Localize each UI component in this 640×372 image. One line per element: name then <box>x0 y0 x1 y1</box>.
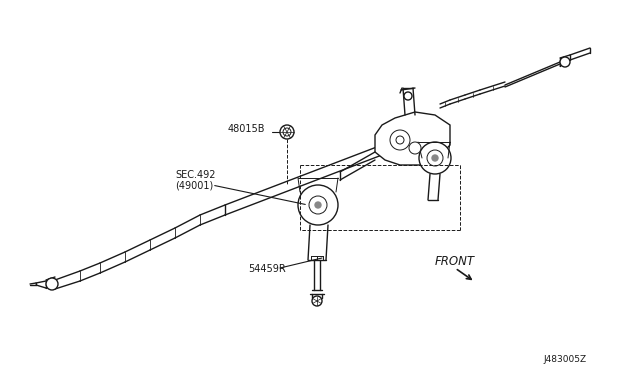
Circle shape <box>390 130 410 150</box>
Circle shape <box>404 92 412 100</box>
Text: SEC.492: SEC.492 <box>175 170 216 180</box>
Text: (49001): (49001) <box>175 180 213 190</box>
Circle shape <box>419 142 451 174</box>
Circle shape <box>432 155 438 161</box>
Circle shape <box>409 142 421 154</box>
Circle shape <box>312 296 322 306</box>
Circle shape <box>309 196 327 214</box>
Text: J483005Z: J483005Z <box>543 355 586 364</box>
Circle shape <box>280 125 294 139</box>
Circle shape <box>396 136 404 144</box>
Text: 54459R: 54459R <box>248 264 285 274</box>
Circle shape <box>298 185 338 225</box>
Text: 48015B: 48015B <box>228 124 266 134</box>
Circle shape <box>283 128 291 136</box>
Circle shape <box>46 278 58 290</box>
Circle shape <box>315 202 321 208</box>
Circle shape <box>560 57 570 67</box>
Polygon shape <box>375 112 450 165</box>
Circle shape <box>427 150 443 166</box>
Text: FRONT: FRONT <box>435 255 475 268</box>
